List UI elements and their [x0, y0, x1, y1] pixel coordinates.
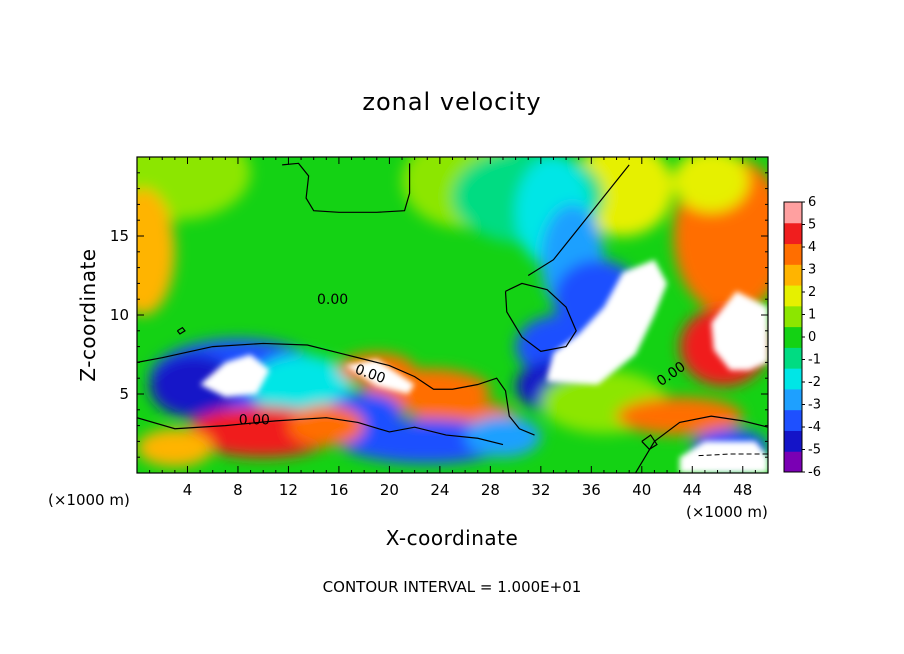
colorbar-swatch — [784, 326, 802, 348]
contour-line — [641, 434, 658, 451]
colorbar: 6 5 4 3 2 1 0 -1 -2 -3 -4 -5 -6 — [783, 195, 821, 480]
colorbar-swatch — [784, 347, 802, 369]
colorbar-tick-label: -2 — [808, 375, 821, 390]
colorbar-swatch — [784, 202, 802, 224]
colorbar-tick-label: -3 — [808, 398, 821, 413]
colorbar-swatch — [784, 285, 802, 307]
field-feature — [250, 354, 352, 418]
colorbar-swatch — [784, 451, 802, 473]
colorbar-swatch — [784, 243, 802, 265]
colorbar-tick-label: 5 — [808, 218, 816, 233]
contour-line — [137, 342, 535, 436]
x-tick-label: 32 — [531, 481, 550, 499]
colorbar-tick-label: 1 — [808, 308, 816, 323]
x-tick-label: 40 — [632, 481, 651, 499]
chart-title: zonal velocity — [362, 88, 542, 116]
field-feature — [137, 188, 175, 315]
contour-line — [282, 162, 411, 213]
y-axis-label: Z-coordinate — [76, 248, 100, 382]
x-unit-note-right: (×1000 m) — [686, 503, 768, 521]
saturated-region — [679, 441, 768, 473]
colorbar-tick-label: 6 — [808, 195, 816, 210]
colorbar-tick-label: -6 — [808, 465, 821, 480]
x-tick-label: 48 — [733, 481, 752, 499]
colorbar-swatch — [784, 430, 802, 452]
colorbar-tick-label: 4 — [808, 240, 816, 255]
x-tick-label: 12 — [279, 481, 298, 499]
field-smooth-layer — [137, 157, 768, 467]
x-tick-label: 20 — [380, 481, 399, 499]
contour-interval-note: CONTOUR INTERVAL = 1.000E+01 — [322, 578, 582, 596]
x-unit-note-left: (×1000 m) — [48, 491, 130, 509]
field-feature — [572, 157, 674, 236]
field-feature — [616, 397, 743, 436]
field-feature — [149, 354, 238, 418]
field-feature — [137, 157, 251, 221]
contour-line — [176, 326, 186, 335]
contour-label: 0.00 — [317, 292, 348, 308]
x-tick-label: 44 — [683, 481, 702, 499]
field-saturated-layer — [200, 259, 768, 473]
colorbar-swatch — [784, 409, 802, 431]
y-tick-label: 15 — [110, 227, 129, 245]
y-tick-label: 10 — [110, 306, 129, 324]
x-tick-label: 4 — [183, 481, 193, 499]
colorbar-swatch — [784, 388, 802, 411]
x-tick-label: 28 — [481, 481, 500, 499]
saturated-region — [547, 259, 668, 385]
colorbar-swatch — [784, 305, 802, 328]
x-tick-label: 36 — [582, 481, 601, 499]
colorbar-tick-label: -5 — [808, 443, 821, 458]
colorbar-tick-label: 3 — [808, 263, 816, 278]
contour-line — [527, 164, 630, 277]
y-tick-label: 5 — [119, 385, 129, 403]
saturated-region — [200, 354, 270, 398]
x-tick-label: 8 — [233, 481, 243, 499]
colorbar-swatch — [784, 264, 802, 286]
saturated-region — [345, 359, 415, 394]
velocity-field — [137, 157, 768, 473]
field-feature — [673, 157, 750, 213]
x-tick-label: 16 — [329, 481, 348, 499]
colorbar-tick-label: 2 — [808, 285, 816, 300]
contour-line — [504, 282, 577, 352]
colorbar-swatch — [784, 368, 802, 390]
field-feature — [465, 416, 541, 458]
field-feature — [137, 428, 213, 467]
saturated-region — [711, 291, 768, 371]
contour-label: 0.00 — [239, 412, 270, 428]
x-tick-label: 24 — [430, 481, 449, 499]
colorbar-swatch — [784, 222, 802, 245]
contour-line — [634, 415, 768, 473]
colorbar-tick-label: -4 — [808, 420, 821, 435]
negative-contour-line — [698, 453, 768, 457]
field-feature — [288, 405, 365, 447]
contour-line — [137, 417, 504, 446]
colorbar-tick-label: 0 — [808, 330, 816, 345]
colorbar-tick-label: -1 — [808, 353, 821, 368]
